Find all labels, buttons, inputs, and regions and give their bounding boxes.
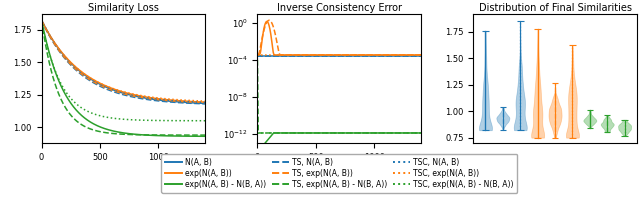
Title: Similarity Loss: Similarity Loss xyxy=(88,3,159,13)
Title: Inverse Consistency Error: Inverse Consistency Error xyxy=(276,3,402,13)
Legend: N(A, B), exp(N(A, B)), exp(N(A, B) - N(B, A)), TS, N(A, B), TS, exp(N(A, B)), TS: N(A, B), exp(N(A, B)), exp(N(A, B) - N(B… xyxy=(161,154,517,193)
Title: Distribution of Final Similarities: Distribution of Final Similarities xyxy=(479,3,632,13)
